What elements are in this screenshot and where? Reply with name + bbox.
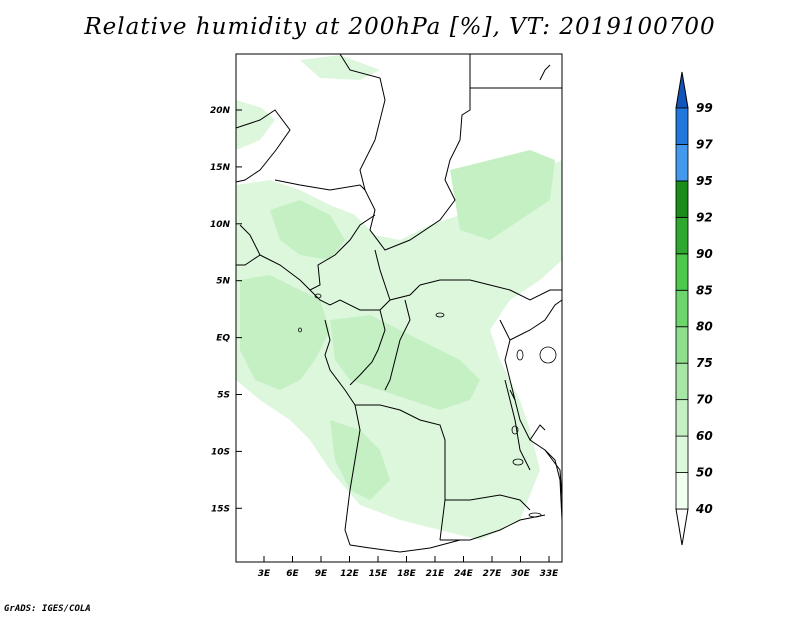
lat-label: EQ: [216, 334, 230, 344]
plot-title: Relative humidity at 200hPa [%], VT: 201…: [84, 14, 716, 40]
map-frame: [235, 53, 563, 563]
colorbar-label: 50: [696, 466, 713, 480]
humidity-area-nw: [236, 100, 275, 150]
lat-label: 5S: [217, 391, 230, 401]
colorbar-swatch: [675, 362, 689, 401]
lon-label: 12E: [340, 569, 360, 579]
water-bodies: [298, 293, 557, 518]
humidity-shading: [236, 55, 562, 540]
colorbar-label: 75: [696, 356, 713, 370]
colorbar-label: 80: [696, 320, 713, 334]
country-borders: [235, 53, 563, 553]
lon-label: 18E: [397, 569, 417, 579]
lon-label: 3E: [258, 569, 271, 579]
lon-label: 27E: [483, 569, 503, 579]
humidity-area-south: [330, 420, 390, 500]
colorbar-swatch: [675, 399, 689, 437]
colorbar-label: 95: [696, 174, 713, 188]
colorbar-swatch: [675, 216, 689, 255]
colorbar-swatch: [675, 326, 689, 364]
lon-label: 9E: [315, 569, 328, 579]
colorbar-label: 70: [696, 393, 713, 407]
colorbar-swatch: [675, 289, 689, 328]
credit-text: GrADS: IGES/COLA: [4, 604, 91, 614]
colorbar-swatch: [675, 107, 689, 145]
colorbar-swatch: [675, 144, 689, 182]
colorbar-label: 99: [696, 101, 713, 115]
latitude-labels: 20N 15N 10N 5N EQ 5S 10S 15S: [210, 106, 242, 514]
longitude-labels: 3E 6E 9E 12E 15E 18E 21E 24E 27E 30E 33E: [258, 556, 559, 579]
lat-label: 5N: [216, 277, 230, 287]
colorbar-swatch: [675, 253, 689, 291]
colorbar-swatch: [675, 435, 689, 473]
lon-label: 33E: [540, 569, 560, 579]
colorbar-swatch: [675, 180, 689, 218]
colorbar-label: 90: [696, 247, 713, 261]
lat-label: 10S: [211, 447, 230, 457]
colorbar-over-arrow: [675, 71, 689, 109]
humidity-area-east: [450, 150, 555, 240]
lat-label: 20N: [210, 106, 231, 116]
humidity-area-center: [270, 200, 345, 260]
colorbar-label: 97: [696, 137, 713, 151]
colorbar-label: 92: [696, 210, 713, 224]
colorbar: 40 50 60 70 75 80 85 90 92 95 97 99: [675, 71, 713, 546]
lat-label: 15N: [210, 163, 231, 173]
lon-label: 15E: [369, 569, 389, 579]
lat-label: 10N: [210, 220, 231, 230]
colorbar-label: 85: [696, 283, 713, 297]
humidity-area-gulf: [240, 275, 330, 390]
humidity-area-top: [300, 55, 380, 80]
colorbar-swatch: [675, 472, 689, 510]
lon-label: 30E: [511, 569, 531, 579]
lon-label: 21E: [426, 569, 446, 579]
colorbar-under-arrow: [675, 508, 689, 546]
humidity-area-congo: [330, 315, 480, 410]
colorbar-label: 60: [696, 429, 713, 443]
lon-label: 6E: [286, 569, 299, 579]
lon-label: 24E: [454, 569, 474, 579]
lat-label: 15S: [211, 504, 230, 514]
colorbar-label: 40: [695, 502, 713, 516]
